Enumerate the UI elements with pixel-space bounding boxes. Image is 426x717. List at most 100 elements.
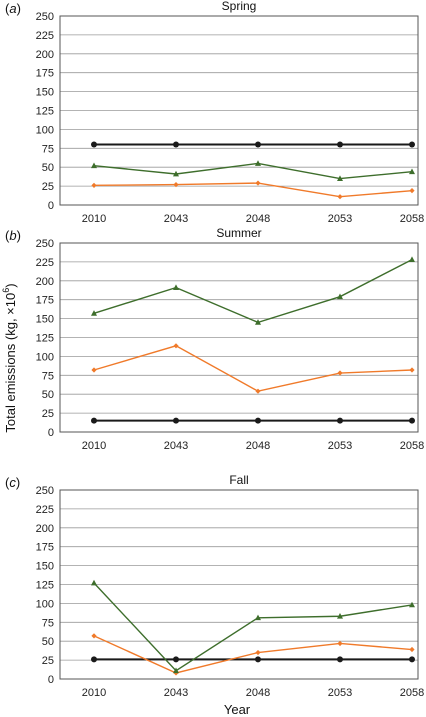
plot-frame [59, 242, 419, 433]
y-tick-label: 250 [36, 11, 54, 23]
data-point-green [409, 168, 415, 175]
data-point-green [173, 284, 179, 291]
data-point-black [255, 656, 261, 663]
data-point-orange [91, 367, 97, 373]
data-point-black [91, 141, 97, 148]
y-tick-label: 100 [36, 351, 54, 363]
y-tick-label: 175 [36, 542, 54, 554]
data-point-black [91, 656, 97, 663]
y-axis-label: Total emissions (kg, ×106) [1, 283, 18, 432]
y-tick-label: 125 [36, 333, 54, 345]
series-line-green [93, 259, 413, 324]
y-tick-label: 25 [42, 408, 54, 420]
data-point-orange [337, 640, 343, 647]
y-tick-label: 150 [36, 561, 54, 573]
y-tick-label: 250 [36, 238, 54, 250]
data-point-green [91, 162, 97, 169]
data-point-orange [409, 188, 415, 194]
data-point-black [409, 656, 415, 663]
data-point-black [173, 417, 179, 424]
plot-frame [59, 15, 419, 206]
y-tick-label: 75 [42, 370, 54, 382]
x-tick-label: 2058 [400, 213, 424, 225]
y-tick-label: 200 [36, 276, 54, 288]
series-line-green [93, 162, 413, 180]
data-point-green [91, 579, 97, 586]
data-point-black [337, 141, 343, 148]
y-tick-label: 125 [36, 106, 54, 118]
data-point-orange [255, 649, 261, 656]
data-point-orange [409, 367, 415, 373]
data-point-black [409, 141, 415, 148]
data-point-green [255, 160, 261, 166]
y-tick-label: 0 [48, 427, 54, 439]
y-tick-label: 50 [42, 636, 54, 648]
data-point-green [337, 175, 343, 181]
y-tick-label: 175 [36, 68, 54, 80]
data-point-orange [337, 194, 343, 200]
x-tick-label: 2048 [246, 213, 270, 225]
x-tick-label: 2043 [164, 213, 188, 225]
data-point-black [91, 417, 97, 424]
data-point-green [337, 293, 343, 300]
data-point-black [173, 141, 179, 148]
y-tick-label: 75 [42, 143, 54, 155]
series-line-orange [93, 345, 413, 392]
panel-title: Fall [229, 473, 248, 487]
panel-label: (b) [5, 228, 21, 243]
data-point-green [255, 614, 261, 621]
data-point-orange [255, 180, 261, 186]
data-point-black [337, 656, 343, 663]
y-tick-label: 150 [36, 87, 54, 99]
x-tick-label: 2048 [246, 440, 270, 452]
y-tick-label: 25 [42, 181, 54, 193]
data-point-orange [173, 181, 179, 188]
data-point-black [337, 417, 343, 424]
data-point-green [409, 601, 415, 608]
y-tick-label: 0 [48, 200, 54, 212]
data-point-orange [337, 370, 343, 376]
y-tick-label: 50 [42, 162, 54, 174]
x-axis-label: Year [224, 702, 251, 717]
series-line-orange [93, 182, 413, 198]
x-tick-label: 2010 [82, 213, 106, 225]
data-point-orange [409, 646, 415, 653]
y-axis-label-superscript: 6 [1, 288, 11, 293]
y-tick-label: 25 [42, 655, 54, 667]
x-tick-label: 2010 [82, 440, 106, 452]
data-point-green [173, 667, 179, 674]
y-tick-label: 125 [36, 580, 54, 592]
y-tick-label: 150 [36, 314, 54, 326]
data-point-black [255, 141, 261, 148]
x-tick-label: 2053 [328, 687, 352, 699]
panel-b: 0 25 50 75 100 125 150 175 200 225 250 2010 2043 2048… [5, 226, 424, 452]
x-tick-label: 2043 [164, 687, 188, 699]
data-point-green [337, 613, 343, 619]
x-tick-label: 2048 [246, 687, 270, 699]
data-point-green [255, 319, 261, 325]
panel-title: Summer [216, 226, 261, 240]
panel-label: (a) [5, 1, 21, 16]
y-tick-label: 250 [36, 485, 54, 497]
data-point-orange [91, 633, 97, 639]
x-tick-label: 2058 [400, 440, 424, 452]
x-tick-label: 2058 [400, 687, 424, 699]
data-point-green [409, 256, 415, 263]
y-tick-label: 225 [36, 257, 54, 269]
data-point-green [91, 310, 97, 316]
panel-c: 0 25 50 75 100 125 150 175 200 225 250 2010 2043 2048… [5, 473, 424, 699]
data-point-green [173, 170, 179, 177]
y-tick-label: 200 [36, 523, 54, 535]
data-point-orange [91, 182, 97, 188]
panel-title: Spring [222, 0, 257, 13]
data-point-black [173, 656, 179, 663]
x-tick-label: 2010 [82, 687, 106, 699]
x-tick-label: 2043 [164, 440, 188, 452]
x-tick-label: 2053 [328, 213, 352, 225]
y-tick-label: 50 [42, 389, 54, 401]
y-tick-label: 200 [36, 49, 54, 61]
y-tick-label: 225 [36, 30, 54, 42]
data-point-orange [255, 388, 261, 394]
